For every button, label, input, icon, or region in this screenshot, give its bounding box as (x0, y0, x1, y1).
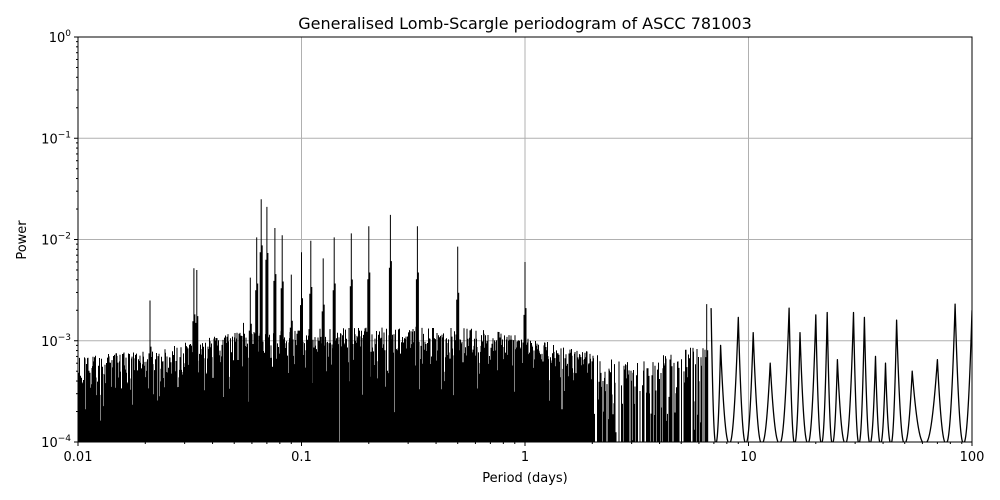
y-axis-ticks: 100 10−1 10−2 10−3 10−4 (41, 29, 78, 451)
x-tick-label: 100 (960, 450, 985, 465)
x-axis-label: Period (days) (482, 471, 568, 486)
y-axis-label: Power (15, 220, 30, 260)
x-tick-label: 1 (521, 450, 529, 465)
x-tick-label: 0.1 (291, 450, 312, 465)
y-tick-label: 10−3 (41, 333, 71, 350)
x-axis-ticks: 0.01 0.1 1 10 100 (64, 442, 985, 465)
y-tick-label: 10−2 (41, 232, 71, 249)
y-tick-label: 10−4 (41, 434, 71, 451)
x-tick-label: 10 (740, 450, 757, 465)
y-tick-label: 10−1 (41, 130, 71, 147)
x-tick-label: 0.01 (64, 450, 93, 465)
y-tick-label: 100 (49, 29, 72, 46)
chart-title: Generalised Lomb-Scargle periodogram of … (298, 14, 752, 33)
